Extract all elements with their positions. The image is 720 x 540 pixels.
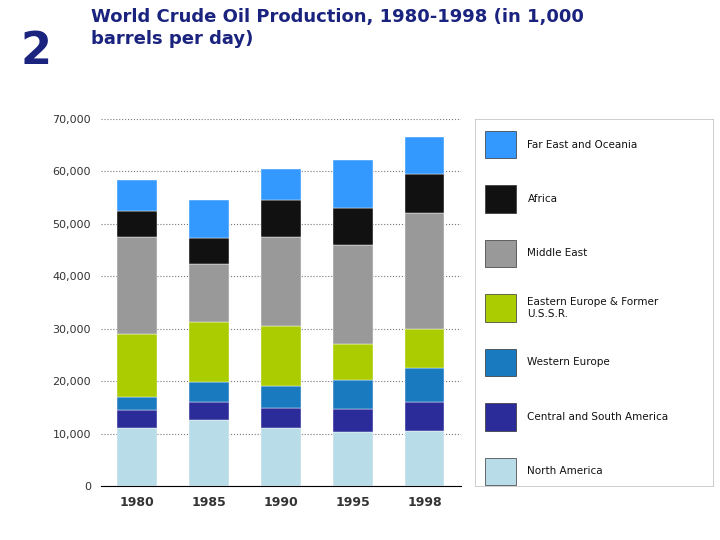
Bar xyxy=(333,345,372,380)
Bar xyxy=(117,428,157,486)
Bar xyxy=(189,200,229,238)
Bar xyxy=(117,410,157,428)
Bar xyxy=(405,137,444,174)
Text: Middle East: Middle East xyxy=(528,248,588,259)
Bar xyxy=(485,403,516,430)
Bar xyxy=(485,294,516,322)
Text: North America: North America xyxy=(528,467,603,476)
Bar xyxy=(333,380,372,409)
Bar xyxy=(405,329,444,368)
Bar xyxy=(333,208,372,245)
Bar xyxy=(189,402,229,421)
Bar xyxy=(485,131,516,158)
Text: Western Europe: Western Europe xyxy=(528,357,611,367)
Bar xyxy=(189,322,229,382)
Bar xyxy=(333,433,372,486)
Bar xyxy=(261,326,300,386)
Text: Far East and Oceania: Far East and Oceania xyxy=(528,139,638,150)
Bar xyxy=(189,264,229,322)
Bar xyxy=(333,160,372,208)
Bar xyxy=(405,402,444,431)
Bar xyxy=(117,334,157,397)
Bar xyxy=(189,421,229,486)
Bar xyxy=(261,200,300,237)
Bar xyxy=(405,174,444,213)
Bar xyxy=(333,245,372,345)
Text: 2: 2 xyxy=(20,30,51,73)
Bar xyxy=(261,386,300,408)
Bar xyxy=(333,409,372,433)
Bar xyxy=(189,382,229,402)
Text: Central and South America: Central and South America xyxy=(528,412,669,422)
Bar xyxy=(485,185,516,213)
Bar xyxy=(405,213,444,329)
Bar xyxy=(261,237,300,326)
Bar xyxy=(117,211,157,237)
Text: Africa: Africa xyxy=(528,194,557,204)
Bar xyxy=(261,408,300,428)
Bar xyxy=(261,428,300,486)
Bar xyxy=(117,237,157,334)
Bar xyxy=(117,397,157,410)
Bar xyxy=(485,240,516,267)
Text: World Crude Oil Production, 1980-1998 (in 1,000
barrels per day): World Crude Oil Production, 1980-1998 (i… xyxy=(91,8,584,48)
Bar xyxy=(405,368,444,402)
Bar xyxy=(485,457,516,485)
Bar xyxy=(405,431,444,486)
Text: Eastern Europe & Former
U.S.S.R.: Eastern Europe & Former U.S.S.R. xyxy=(528,297,659,319)
Bar xyxy=(117,180,157,211)
Bar xyxy=(485,349,516,376)
Bar xyxy=(261,168,300,200)
Bar xyxy=(189,238,229,264)
